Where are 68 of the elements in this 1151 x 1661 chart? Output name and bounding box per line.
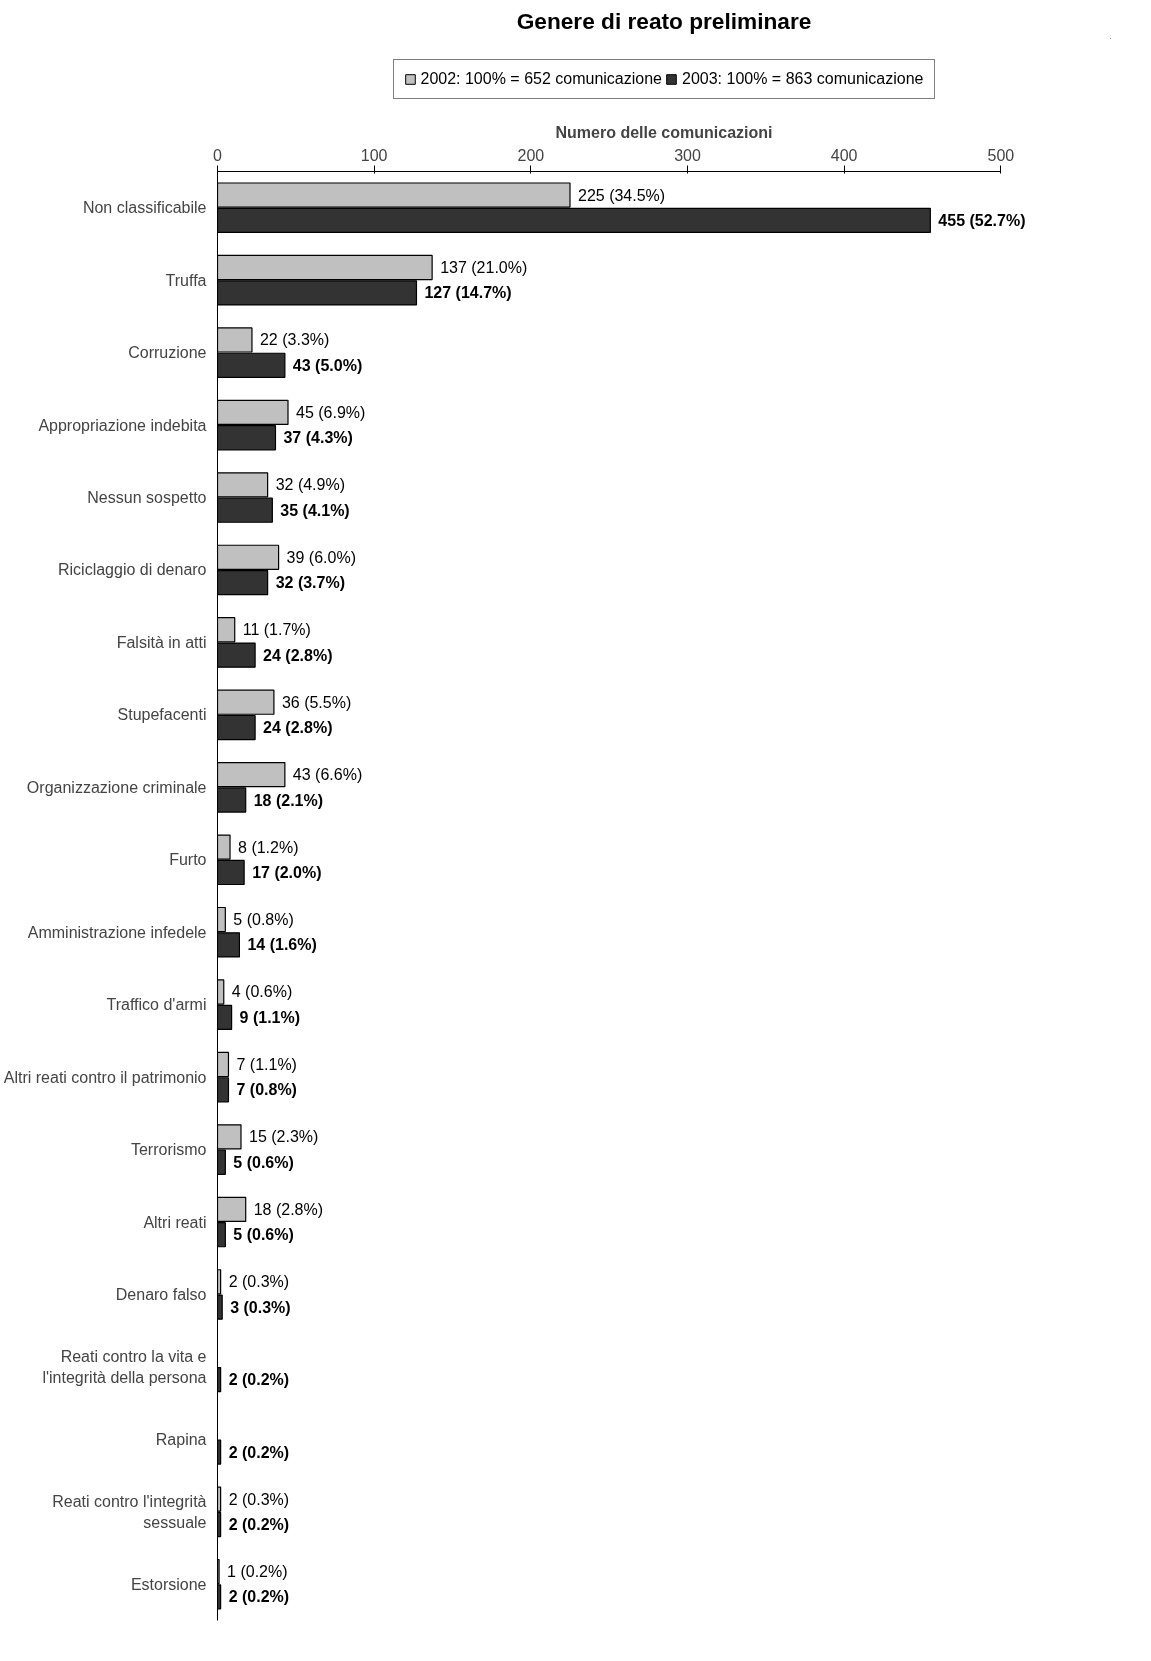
x-tick-label: 100 (360, 146, 388, 164)
data-label: 43 (5.0%) (292, 356, 363, 374)
y-tick-label: Truffa (165, 271, 207, 289)
data-label: 43 (6.6%) (292, 766, 363, 784)
y-tick-label: Riciclaggio di denaro (57, 561, 207, 579)
data-label: 15 (2.3%) (249, 1128, 319, 1146)
data-label: 1 (0.2%) (227, 1563, 288, 1581)
data-label: 14 (1.6%) (247, 936, 317, 954)
y-tick-label: Estorsione (130, 1575, 207, 1593)
data-label: 4 (0.6%) (231, 983, 293, 1001)
data-label: 32 (4.9%) (275, 476, 346, 494)
data-label: 2 (0.3%) (228, 1490, 290, 1508)
data-label: 36 (5.5%) (281, 693, 352, 711)
data-label: 2 (0.2%) (228, 1516, 290, 1533)
data-label: 225 (34.5%) (578, 186, 666, 204)
y-tick-label: Corruzione (128, 344, 207, 362)
y-tick-label: Traffico d'armi (106, 996, 207, 1014)
y-tick-label: Amministrazione infedele (27, 923, 207, 941)
x-tick-label: 400 (830, 146, 858, 164)
data-label: 45 (6.9%) (296, 403, 366, 421)
data-label: 9 (1.1%) (239, 1008, 301, 1026)
data-label: 24 (2.8%) (263, 646, 333, 664)
data-label: 18 (2.8%) (253, 1200, 324, 1218)
y-tick-label: Organizzazione criminale (26, 778, 207, 796)
x-tick-label: 0 (213, 146, 223, 164)
data-label: 11 (1.7%) (242, 621, 311, 639)
data-label: 5 (0.8%) (233, 911, 294, 929)
y-tick-label: Rapina (155, 1430, 207, 1448)
data-label: 22 (3.3%) (259, 331, 330, 349)
data-label: 35 (4.1%) (280, 501, 350, 519)
y-tick-label: Denaro falso (115, 1285, 207, 1303)
x-tick-label: 300 (674, 146, 701, 164)
data-label: 7 (1.1%) (236, 1055, 297, 1073)
data-label: 5 (0.6%) (233, 1226, 294, 1244)
x-tick-label: 500 (987, 146, 1015, 164)
data-label: 39 (6.0%) (286, 548, 356, 566)
x-tick-label: 200 (517, 146, 545, 164)
x-axis-title: Numero delle comunicazioni (555, 123, 773, 141)
data-label: 2 (0.2%) (228, 1443, 290, 1461)
data-label: 3 (0.3%) (230, 1298, 291, 1316)
y-tick-label: Falsità in atti (116, 633, 207, 651)
y-tick-label: Non classificabile (82, 199, 207, 217)
data-label: 5 (0.6%) (233, 1153, 294, 1171)
legend-label: 2002: 100% = 652 comunicazione (420, 70, 662, 88)
y-tick-label: Altri reati (143, 1213, 207, 1231)
data-label: 24 (2.8%) (263, 719, 333, 737)
y-tick-label: Terrorismo (130, 1141, 207, 1159)
chart-title: Genere di reato preliminare (516, 7, 812, 34)
data-label: 32 (3.7%) (275, 574, 346, 592)
data-label: 137 (21.0%) (440, 259, 528, 276)
data-label: 18 (2.1%) (253, 791, 324, 809)
y-tick-label: Reati contro l'integrità sessuale (52, 1493, 207, 1531)
y-tick-label: Furto (169, 851, 207, 869)
data-label: 2 (0.2%) (228, 1588, 290, 1606)
data-label: 8 (1.2%) (238, 838, 299, 856)
data-label: 7 (0.8%) (236, 1081, 297, 1099)
y-tick-label: Reati contro la vita e l'integrità della persona (42, 1348, 207, 1386)
data-label: 17 (2.0%) (252, 863, 322, 881)
data-label: 37 (4.3%) (283, 429, 353, 447)
data-label: 455 (52.7%) (938, 211, 1026, 229)
data-label: 127 (14.7%) (424, 284, 512, 302)
y-tick-label: Nessun sospetto (87, 489, 207, 507)
y-tick-label: Appropriazione indebita (38, 416, 207, 434)
data-label: 2 (0.2%) (228, 1371, 290, 1389)
y-tick-label: Altri reati contro il patrimonio (3, 1068, 207, 1086)
legend-label: 2003: 100% = 863 comunicazione (682, 70, 924, 88)
y-tick-label: Stupefacenti (117, 706, 207, 724)
data-label: 2 (0.3%) (228, 1273, 290, 1291)
